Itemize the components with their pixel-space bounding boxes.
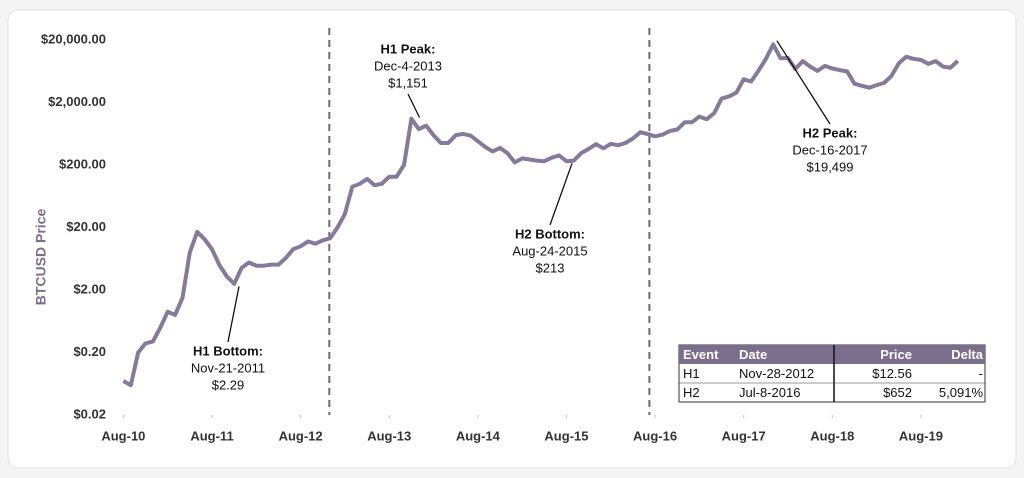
- x-tick-label: Aug-14: [456, 428, 501, 443]
- annotation-leader: [549, 163, 573, 226]
- annotation-price: $19,499: [807, 159, 854, 174]
- y-tick-label: $0.20: [73, 344, 106, 359]
- annotation-title: H1 Bottom:: [193, 343, 263, 358]
- annotation-leader: [227, 286, 240, 343]
- y-tick-label: $0.02: [73, 406, 106, 421]
- table-column-header: Event: [683, 347, 719, 362]
- annotation-title: H1 Peak:: [381, 41, 436, 56]
- y-tick-label: $2.00: [73, 281, 106, 296]
- annotation-price: $1,151: [388, 75, 428, 90]
- price-line: [122, 42, 960, 388]
- y-axis-label: BTCUSD Price: [33, 209, 49, 306]
- annotation-leader: [407, 93, 421, 118]
- x-tick-label: Aug-18: [810, 428, 854, 443]
- table-column-header: Delta: [951, 347, 984, 362]
- y-tick-label: $2,000.00: [48, 94, 106, 109]
- annotation-price: $2.29: [212, 377, 245, 392]
- table-cell: $652: [883, 385, 912, 400]
- annotation-date: Dec-4-2013: [374, 58, 442, 73]
- table-cell: Nov-28-2012: [739, 366, 814, 381]
- x-tick-label: Aug-17: [722, 428, 766, 443]
- x-tick-label: Aug-12: [279, 428, 323, 443]
- table-cell: Jul-8-2016: [739, 385, 800, 400]
- y-tick-label: $20,000.00: [41, 31, 106, 46]
- x-tick-label: Aug-19: [899, 428, 943, 443]
- annotation-price: $213: [536, 260, 565, 275]
- table-cell: 5,091%: [939, 385, 984, 400]
- x-tick-label: Aug-13: [367, 428, 411, 443]
- annotation-title: H2 Peak:: [803, 125, 858, 140]
- table-header: [679, 345, 985, 364]
- table-cell: H1: [683, 366, 700, 381]
- table-cell: $12.56: [872, 366, 912, 381]
- x-tick-label: Aug-16: [633, 428, 677, 443]
- table-column-header: Price: [880, 347, 912, 362]
- x-tick-label: Aug-15: [544, 428, 588, 443]
- x-tick-label: Aug-11: [190, 428, 233, 443]
- annotation-date: Dec-16-2017: [792, 142, 867, 157]
- annotation-leader: [776, 40, 831, 125]
- y-tick-label: $200.00: [59, 156, 106, 171]
- table-column-header: Date: [739, 347, 767, 362]
- table-cell: -: [979, 366, 983, 381]
- table-cell: H2: [683, 385, 700, 400]
- annotation-date: Nov-21-2011: [191, 360, 265, 375]
- y-tick-label: $20.00: [66, 219, 106, 234]
- x-tick-label: Aug-10: [101, 428, 145, 443]
- annotation-title: H2 Bottom:: [515, 226, 585, 241]
- annotation-date: Aug-24-2015: [512, 243, 587, 258]
